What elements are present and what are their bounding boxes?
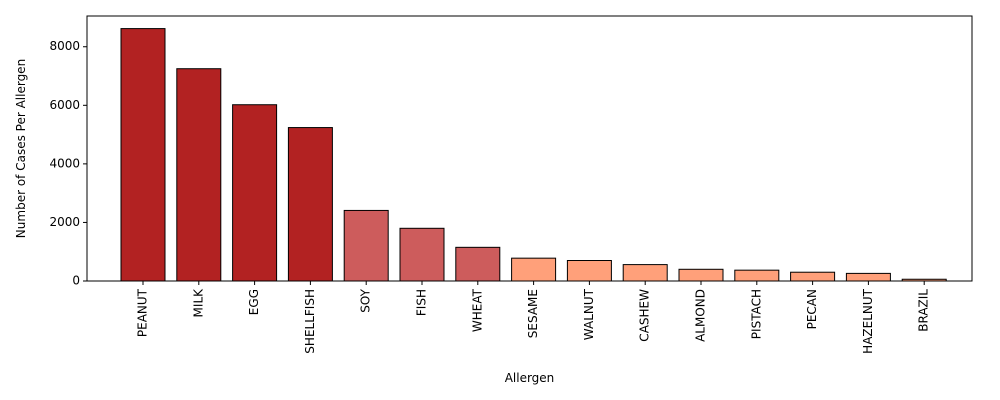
x-tick-label: MILK	[191, 288, 205, 318]
x-tick-label: PEANUT	[136, 288, 150, 337]
bar-walnut	[566, 260, 612, 282]
x-tick-label: ALMOND	[694, 289, 708, 342]
x-tick-label: WHEAT	[470, 288, 484, 332]
y-axis: 0 2000 4000 6000 8000	[49, 39, 87, 288]
bar-almond	[678, 268, 724, 282]
bar-soy	[343, 209, 389, 282]
x-tick-label: SESAME	[526, 289, 540, 338]
x-tick-label: SOY	[359, 288, 373, 312]
x-tick-label: CASHEW	[638, 289, 652, 342]
bar-wheat	[455, 246, 501, 282]
bar-hazelnut	[845, 272, 891, 282]
y-tick-label: 4000	[49, 156, 80, 170]
x-tick-label: WALNUT	[582, 288, 596, 340]
x-axis: PEANUT MILK EGG SHELLFISH SOY FISH WHEAT SESAME…	[136, 281, 931, 354]
x-tick-label: BRAZIL	[917, 289, 931, 332]
bar-pecan	[790, 271, 836, 282]
y-axis-label: Number of Cases Per Allergen	[14, 59, 28, 238]
x-tick-label: PISTACH	[749, 289, 763, 339]
x-axis-label: Allergen	[505, 371, 555, 385]
bar-egg	[232, 104, 278, 282]
bars-layer	[120, 28, 947, 282]
bar-fish	[399, 227, 445, 282]
y-tick-label: 2000	[49, 215, 80, 229]
x-tick-label: FISH	[415, 289, 429, 316]
x-tick-label: SHELLFISH	[303, 289, 317, 354]
bar-sesame	[511, 257, 557, 282]
plot-frame	[86, 15, 973, 282]
y-tick-label: 8000	[49, 39, 80, 53]
bar-cashew	[622, 264, 668, 282]
bar-peanut	[120, 28, 166, 282]
x-tick-label: PECAN	[805, 289, 819, 329]
bar-pistach	[734, 269, 780, 282]
bar-milk	[176, 68, 222, 282]
bar-shellfish	[287, 127, 333, 282]
x-tick-label: HAZELNUT	[861, 288, 875, 353]
y-tick-label: 6000	[49, 98, 80, 112]
x-tick-label: EGG	[247, 289, 261, 315]
y-tick-label: 0	[72, 274, 80, 288]
